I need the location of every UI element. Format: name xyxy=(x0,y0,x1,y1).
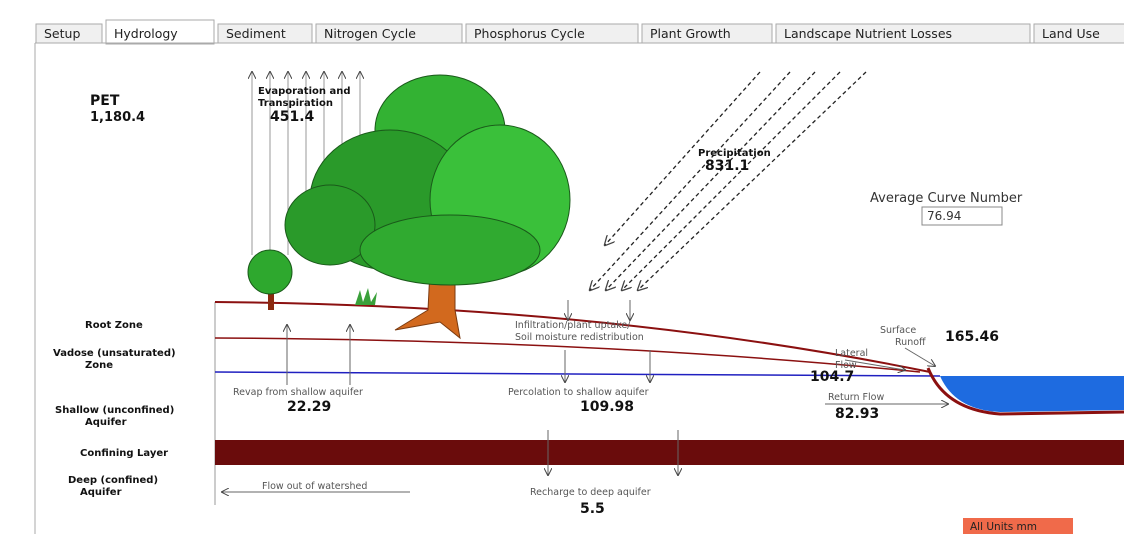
layer-label: Shallow (unconfined) xyxy=(55,405,174,416)
rain-arrow xyxy=(605,71,761,245)
water-table xyxy=(214,371,941,377)
pet-label: PET xyxy=(90,93,120,109)
et-value: 451.4 xyxy=(270,109,315,125)
revap-value: 22.29 xyxy=(287,399,331,415)
rain-arrow xyxy=(606,71,816,290)
pet-value: 1,180.4 xyxy=(90,110,145,125)
et-label: Evaporation and xyxy=(258,86,351,97)
tab-label[interactable]: Nitrogen Cycle xyxy=(324,26,416,41)
runoff-arrow xyxy=(904,347,935,366)
tab-label[interactable]: Sediment xyxy=(226,26,286,41)
percolation-label: Percolation to shallow aquifer xyxy=(508,387,649,398)
lateral-label: Lateral xyxy=(835,348,868,359)
stream xyxy=(940,376,1124,412)
percolation-value: 109.98 xyxy=(580,399,634,415)
stream-bank xyxy=(926,367,1124,416)
tab-label[interactable]: Setup xyxy=(44,26,80,41)
recharge-label: Recharge to deep aquifer xyxy=(530,487,651,498)
layer-label: Confining Layer xyxy=(80,448,168,459)
curve-number-box xyxy=(921,206,1003,226)
curve-number-value: 76.94 xyxy=(927,209,961,223)
tab[interactable] xyxy=(105,19,215,45)
units-label: All Units mm xyxy=(970,521,1037,533)
infiltration-label: Infiltration/plant uptake/ xyxy=(515,320,631,331)
precip-label: Precipitation xyxy=(698,148,771,159)
precip-value: 831.1 xyxy=(705,158,749,174)
layer-label: Aquifer xyxy=(80,487,122,498)
confining-layer xyxy=(215,440,1124,465)
recharge-value: 5.5 xyxy=(580,501,605,517)
return-value: 82.93 xyxy=(835,406,879,422)
big-tree xyxy=(284,74,571,340)
precipitation-arrows xyxy=(590,71,867,290)
root-zone-bottom xyxy=(214,337,921,373)
small-tree xyxy=(247,249,293,310)
tab-label[interactable]: Phosphorus Cycle xyxy=(474,26,585,41)
return-label: Return Flow xyxy=(828,392,884,403)
layer-label: Zone xyxy=(85,360,113,371)
revap-label: Revap from shallow aquifer xyxy=(233,387,363,398)
rain-arrow xyxy=(590,71,791,290)
curve-number-label: Average Curve Number xyxy=(870,191,1023,206)
rain-arrow xyxy=(638,71,867,290)
lateral-label: Flow xyxy=(835,360,857,371)
rain-arrow xyxy=(622,71,841,290)
tab-label[interactable]: Plant Growth xyxy=(650,26,731,41)
bush xyxy=(355,288,377,305)
tab-label[interactable]: Land Use xyxy=(1042,26,1100,41)
layer-label: Deep (confined) xyxy=(68,475,158,486)
lateral-value: 104.7 xyxy=(810,369,854,385)
units-badge xyxy=(963,518,1073,534)
ground-surface xyxy=(214,301,931,373)
runoff-label: Surface xyxy=(880,325,916,336)
lateral-flow-arrow xyxy=(844,359,905,370)
et-label: Transpiration xyxy=(258,98,333,109)
runoff-value: 165.46 xyxy=(945,329,999,345)
layer-label: Aquifer xyxy=(85,417,127,428)
layer-label: Root Zone xyxy=(85,320,143,331)
tab-label[interactable]: Landscape Nutrient Losses xyxy=(784,26,952,41)
runoff-label: Runoff xyxy=(895,337,926,348)
tab-label[interactable]: Hydrology xyxy=(114,26,178,41)
infiltration-label: Soil moisture redistribution xyxy=(515,332,644,343)
flow-out-label: Flow out of watershed xyxy=(262,481,367,492)
layer-label: Vadose (unsaturated) xyxy=(53,348,176,359)
tab-bar: Setup Hydrology Sediment Nitrogen Cycle Phos… xyxy=(35,19,1124,45)
